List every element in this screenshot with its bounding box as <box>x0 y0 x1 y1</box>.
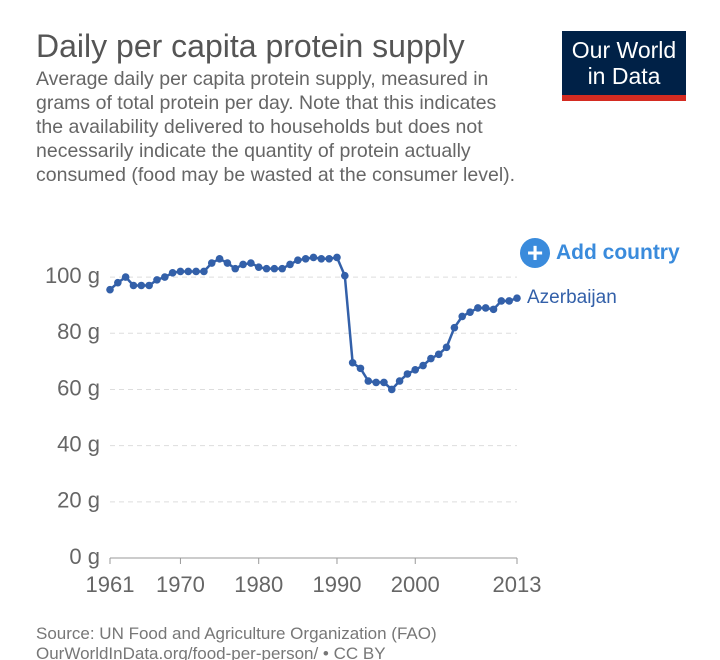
data-point <box>317 255 326 263</box>
chart-subtitle: Average daily per capita protein supply,… <box>36 68 516 186</box>
data-point <box>247 259 255 267</box>
data-point <box>121 273 130 281</box>
data-point <box>114 278 122 287</box>
data-point <box>207 259 216 267</box>
chart-title: Daily per capita protein supply <box>36 28 465 64</box>
source: Source: UN Food and Agriculture Organiza… <box>36 624 437 643</box>
logo-line: in Data <box>587 63 661 89</box>
data-point <box>505 297 513 305</box>
data-point <box>168 269 177 277</box>
data-point <box>513 294 521 302</box>
add-country-label: Add country <box>556 241 680 264</box>
data-point <box>497 297 506 305</box>
data-point <box>489 305 498 314</box>
data-point <box>481 304 490 312</box>
plus-icon: + <box>520 238 550 268</box>
data-point <box>458 312 467 321</box>
y-tick-label: 80 g <box>57 319 100 344</box>
data-point <box>270 264 279 273</box>
data-point <box>387 385 396 394</box>
data-point <box>278 264 286 273</box>
y-tick-label: 0 g <box>69 544 100 569</box>
data-point <box>419 361 427 370</box>
data-point <box>106 285 114 294</box>
x-tick-label: 1961 <box>86 572 135 597</box>
data-point <box>466 308 474 316</box>
y-tick-label: 100 g <box>45 263 100 288</box>
data-point <box>364 377 373 385</box>
data-point <box>427 354 435 363</box>
x-tick-label: 2013 <box>493 572 542 597</box>
data-point <box>403 370 412 378</box>
data-point <box>380 378 388 387</box>
data-point <box>192 267 200 276</box>
data-point <box>254 263 263 272</box>
data-point <box>176 267 185 276</box>
data-point <box>411 365 420 374</box>
data-point <box>294 256 302 265</box>
x-tick-label: 2000 <box>391 572 440 597</box>
data-point <box>160 273 169 281</box>
data-point <box>434 350 443 359</box>
data-point <box>325 255 333 263</box>
data-point <box>215 255 224 263</box>
data-point <box>184 267 193 276</box>
data-point <box>356 364 365 373</box>
data-point <box>474 304 482 312</box>
data-point <box>301 255 310 263</box>
data-point <box>442 343 451 352</box>
data-point <box>286 260 294 269</box>
add-country-button[interactable]: + Add country <box>520 238 680 268</box>
data-point <box>239 260 247 269</box>
data-point <box>231 264 240 273</box>
x-tick-label: 1990 <box>313 572 362 597</box>
data-point <box>129 281 138 290</box>
source-url[interactable]: OurWorldInData.org/food-per-person/ • CC… <box>36 644 386 660</box>
logo-line: Our World <box>571 37 677 63</box>
data-point <box>262 264 271 273</box>
y-tick-label: 40 g <box>57 431 100 456</box>
data-point <box>223 259 232 267</box>
data-point <box>309 253 318 262</box>
y-tick-label: 60 g <box>57 375 100 400</box>
data-point <box>450 323 459 332</box>
data-point <box>341 271 349 280</box>
data-point <box>333 253 341 262</box>
data-point <box>145 281 153 290</box>
logo[interactable]: Our World in Data <box>562 31 686 101</box>
data-point <box>137 281 146 290</box>
data-point <box>200 267 208 276</box>
series-label: Azerbaijan <box>527 287 617 308</box>
data-point <box>348 358 357 367</box>
data-point <box>153 276 161 284</box>
x-tick-label: 1970 <box>156 572 205 597</box>
data-point <box>395 377 404 385</box>
y-tick-label: 20 g <box>57 488 100 513</box>
data-point <box>372 378 380 387</box>
x-tick-label: 1980 <box>234 572 283 597</box>
